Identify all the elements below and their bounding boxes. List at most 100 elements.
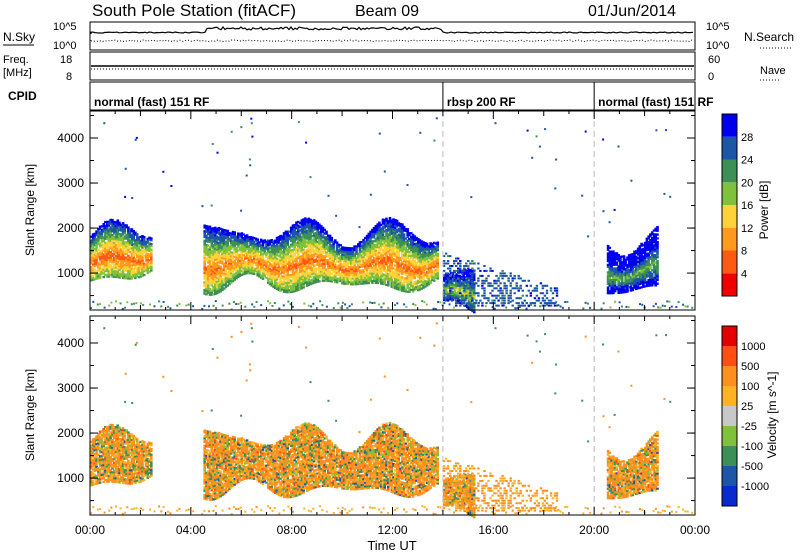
power-cell (291, 258, 295, 261)
power-cell (142, 251, 146, 254)
power-cell (357, 254, 360, 257)
power-cell (291, 275, 295, 278)
power-cell (268, 283, 272, 286)
power-cell (109, 269, 112, 273)
power-cell (643, 243, 647, 246)
power-cell (309, 269, 312, 272)
power-cell (205, 283, 208, 286)
power-cell (118, 225, 121, 228)
power-cell (259, 246, 263, 249)
power-cell (300, 251, 304, 254)
power-cell (388, 243, 392, 246)
power-cell (458, 299, 462, 302)
power-cell (114, 228, 118, 231)
power-cell (104, 243, 107, 246)
power-cell (344, 248, 348, 251)
power-cell (381, 273, 385, 276)
power-cell (372, 276, 376, 279)
power-cell (219, 271, 222, 274)
power-cell (254, 247, 258, 250)
power-cell (118, 259, 121, 262)
power-cell (321, 245, 325, 248)
power-cell (387, 227, 390, 230)
power-cell (118, 244, 121, 247)
power-cell (376, 230, 379, 233)
power-cell (240, 237, 244, 241)
power-cell (472, 307, 476, 310)
power-cell (371, 268, 374, 271)
power-cell (357, 277, 360, 280)
power-cell (387, 235, 390, 238)
power-cell (130, 228, 134, 231)
power-cell (298, 240, 302, 243)
power-cell (645, 271, 649, 274)
power-cell (635, 267, 638, 270)
power-cell (395, 244, 399, 247)
power-cell (93, 251, 97, 254)
power-cell (312, 243, 316, 246)
power-cell (650, 238, 654, 242)
power-cell (346, 254, 349, 257)
power-cell (95, 277, 98, 280)
power-cell (367, 274, 371, 277)
power-cell (125, 224, 128, 227)
power-cell (404, 254, 408, 257)
power-cell (298, 255, 302, 259)
power-cell (98, 246, 102, 249)
power-cell (451, 294, 455, 297)
power-cell (622, 272, 626, 275)
power-cell (279, 246, 282, 249)
power-cell (332, 248, 335, 251)
power-cell (401, 229, 404, 232)
power-cell (417, 251, 420, 254)
power-cell (146, 260, 150, 263)
power-cell (312, 232, 316, 235)
power-cell (397, 233, 401, 236)
power-cell (399, 270, 402, 273)
power-cell (381, 260, 385, 263)
power-cell (107, 241, 111, 244)
power-cell (242, 248, 245, 251)
power-cell (259, 250, 263, 253)
power-cell (418, 250, 422, 253)
power-cell (229, 247, 233, 250)
power-cell (316, 244, 319, 247)
power-cell (627, 286, 631, 289)
power-cell (626, 286, 629, 289)
power-cell (141, 240, 144, 243)
power-cell (112, 222, 116, 225)
power-cell (327, 245, 330, 248)
power-cell (647, 246, 650, 249)
power-cell (238, 233, 242, 236)
power-cell (318, 272, 321, 275)
power-cell (455, 286, 458, 289)
power-cell (102, 262, 105, 265)
power-cell (120, 248, 123, 251)
power-cell (215, 239, 219, 242)
power-cell (265, 253, 268, 257)
power-cell (291, 254, 295, 257)
power-cell (341, 274, 344, 277)
power-cell (111, 254, 114, 257)
power-cell (394, 241, 397, 244)
power-cell (284, 253, 288, 256)
power-cell (256, 244, 259, 247)
power-cell (417, 260, 420, 263)
power-cell (431, 254, 434, 257)
power-cell (642, 263, 645, 266)
power-cell (413, 273, 416, 276)
power-cell (643, 268, 647, 271)
power-cell (274, 267, 277, 271)
cpid-segment-label: normal (fast) 151 RF (598, 95, 713, 109)
power-cell (323, 243, 326, 246)
power-cell (643, 270, 647, 273)
power-cell (351, 268, 355, 271)
power-cell (207, 225, 210, 228)
power-cell (214, 283, 217, 286)
power-cell (357, 245, 360, 248)
power-cell (134, 265, 137, 268)
power-cell (383, 268, 386, 271)
power-cell (647, 273, 650, 276)
power-cell (105, 243, 109, 246)
power-cell (619, 257, 622, 260)
